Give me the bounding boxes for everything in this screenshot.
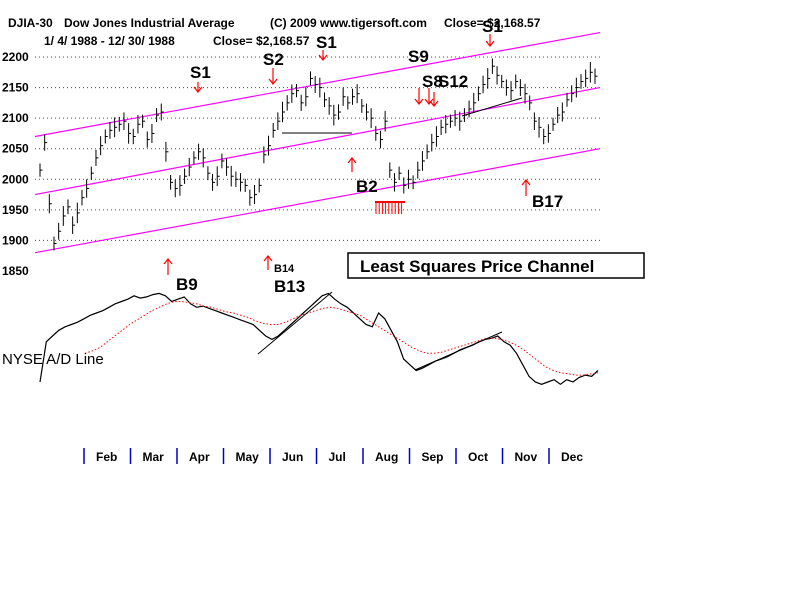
signal-label-s2: S2 xyxy=(263,50,284,69)
month-axis: Feb Mar Apr May Jun Jul Aug Sep Oct Nov Dec xyxy=(83,448,583,464)
y-tick-label: 2200 xyxy=(2,50,29,64)
signal-arrowhead xyxy=(263,255,273,262)
month-label: Mar xyxy=(143,450,165,464)
ad-line-panel xyxy=(39,291,599,386)
signal-label-b14: B14 xyxy=(274,263,295,275)
y-tick-label: 2000 xyxy=(2,172,29,186)
signal-arrowhead xyxy=(424,98,434,105)
month-label: Apr xyxy=(189,450,210,464)
ad-moving-average xyxy=(84,301,599,376)
signal-label-s1: S1 xyxy=(482,17,503,36)
y-tick-label: 2050 xyxy=(2,142,29,156)
y-tick-label: 2150 xyxy=(2,81,29,95)
signal-label-s12: S12 xyxy=(438,72,468,91)
y-tick-label: 1900 xyxy=(2,233,29,247)
signal-arrowhead xyxy=(268,78,278,85)
y-tick-label: 1850 xyxy=(2,264,29,278)
trend-segment xyxy=(461,97,523,117)
month-label: Feb xyxy=(96,450,117,464)
header-copyright: (C) 2009 www.tigersoft.com xyxy=(270,16,427,30)
header-symbol: DJIA-30 xyxy=(8,16,53,30)
signal-arrowhead xyxy=(429,100,439,107)
signal-label-b17: B17 xyxy=(532,192,563,211)
signal-label-b13: B13 xyxy=(274,277,305,296)
y-tick-label: 1950 xyxy=(2,203,29,217)
signal-arrowhead xyxy=(485,40,495,47)
month-label: May xyxy=(236,450,260,464)
channel-middle-line xyxy=(34,86,601,196)
price-channel xyxy=(34,31,601,254)
ad-trendline xyxy=(414,331,503,371)
signal-arrowhead xyxy=(318,54,328,61)
month-label: Dec xyxy=(561,450,583,464)
price-bars xyxy=(39,58,598,251)
signal-arrowhead xyxy=(163,258,173,265)
month-label: Aug xyxy=(375,450,398,464)
month-label: Sep xyxy=(422,450,444,464)
month-label: Jun xyxy=(282,450,303,464)
header-close-2: Close= $2,168.57 xyxy=(213,34,310,48)
month-label: Nov xyxy=(515,450,538,464)
header-date-range: 1/ 4/ 1988 - 12/ 30/ 1988 xyxy=(44,34,175,48)
channel-label-box xyxy=(347,252,645,279)
signal-arrowhead xyxy=(521,179,531,186)
signal-arrowhead xyxy=(347,157,357,164)
ad-line-label: NYSE A/D Line xyxy=(2,351,104,368)
month-label: Oct xyxy=(468,450,488,464)
signal-label-s8: S8 xyxy=(422,72,443,91)
signal-arrowhead xyxy=(193,86,203,93)
month-label: Jul xyxy=(329,450,346,464)
header-close: Close= $2,168.57 xyxy=(444,16,541,30)
ad-line xyxy=(39,292,599,386)
ad-trendline xyxy=(257,291,333,355)
y-tick-label: 2100 xyxy=(2,111,29,125)
y-tick-labels: 2200 2150 2100 2050 2000 1950 1900 1850 xyxy=(2,50,29,278)
channel-lower-line xyxy=(34,148,601,254)
signal-label-s1: S1 xyxy=(190,63,211,82)
channel-label-text: Least Squares Price Channel xyxy=(360,257,594,276)
signal-label-s9: S9 xyxy=(408,47,429,66)
signal-arrowhead xyxy=(414,98,424,105)
header-name: Dow Jones Industrial Average xyxy=(64,16,235,30)
signal-label-b9: B9 xyxy=(176,275,198,294)
signal-label-s1: S1 xyxy=(316,33,337,52)
signal-label-b2: B2 xyxy=(356,177,378,196)
